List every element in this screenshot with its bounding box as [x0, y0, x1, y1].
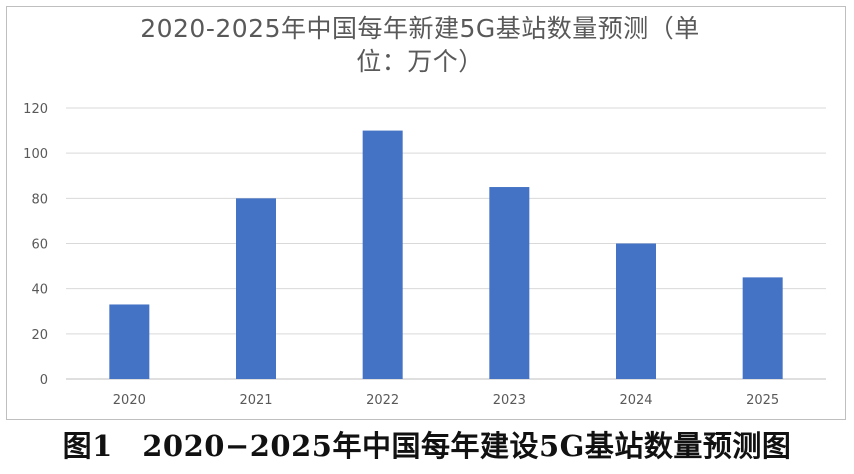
y-tick-label: 80 [31, 192, 48, 207]
chart-title-line-2: 位：万个） [356, 47, 484, 76]
bar-2023 [489, 187, 530, 379]
bars [109, 130, 783, 379]
x-tick-label: 2025 [746, 393, 779, 408]
x-tick-label: 2023 [493, 393, 526, 408]
y-tick-label: 40 [31, 283, 48, 298]
bar-2020 [109, 304, 150, 379]
y-tick-label: 0 [40, 373, 48, 388]
x-tick-label: 2021 [239, 393, 272, 408]
y-tick-label: 120 [23, 102, 48, 117]
bar-2021 [236, 198, 276, 379]
y-tick-label: 60 [31, 238, 48, 253]
y-tick-label: 20 [31, 328, 48, 343]
x-tick-label: 2020 [113, 393, 146, 408]
y-tick-label: 100 [23, 147, 48, 162]
x-tick-label: 2022 [366, 393, 399, 408]
chart-title: 2020-2025年中国每年新建5G基站数量预测（单 位：万个） [60, 12, 780, 78]
x-axis-ticks: 2020 2021 2022 2023 2024 2025 [113, 393, 779, 408]
bar-2022 [362, 130, 403, 379]
bar-2024 [616, 243, 656, 379]
y-axis-ticks: 0 20 40 60 80 100 120 [23, 102, 48, 388]
x-tick-label: 2024 [619, 393, 652, 408]
gridlines [66, 107, 826, 380]
bar-2025 [742, 277, 783, 379]
figure-caption: 图1 2020−2025年中国每年建设5G基站数量预测图 [62, 429, 792, 463]
chart-title-line-1: 2020-2025年中国每年新建5G基站数量预测（单 [140, 14, 700, 43]
